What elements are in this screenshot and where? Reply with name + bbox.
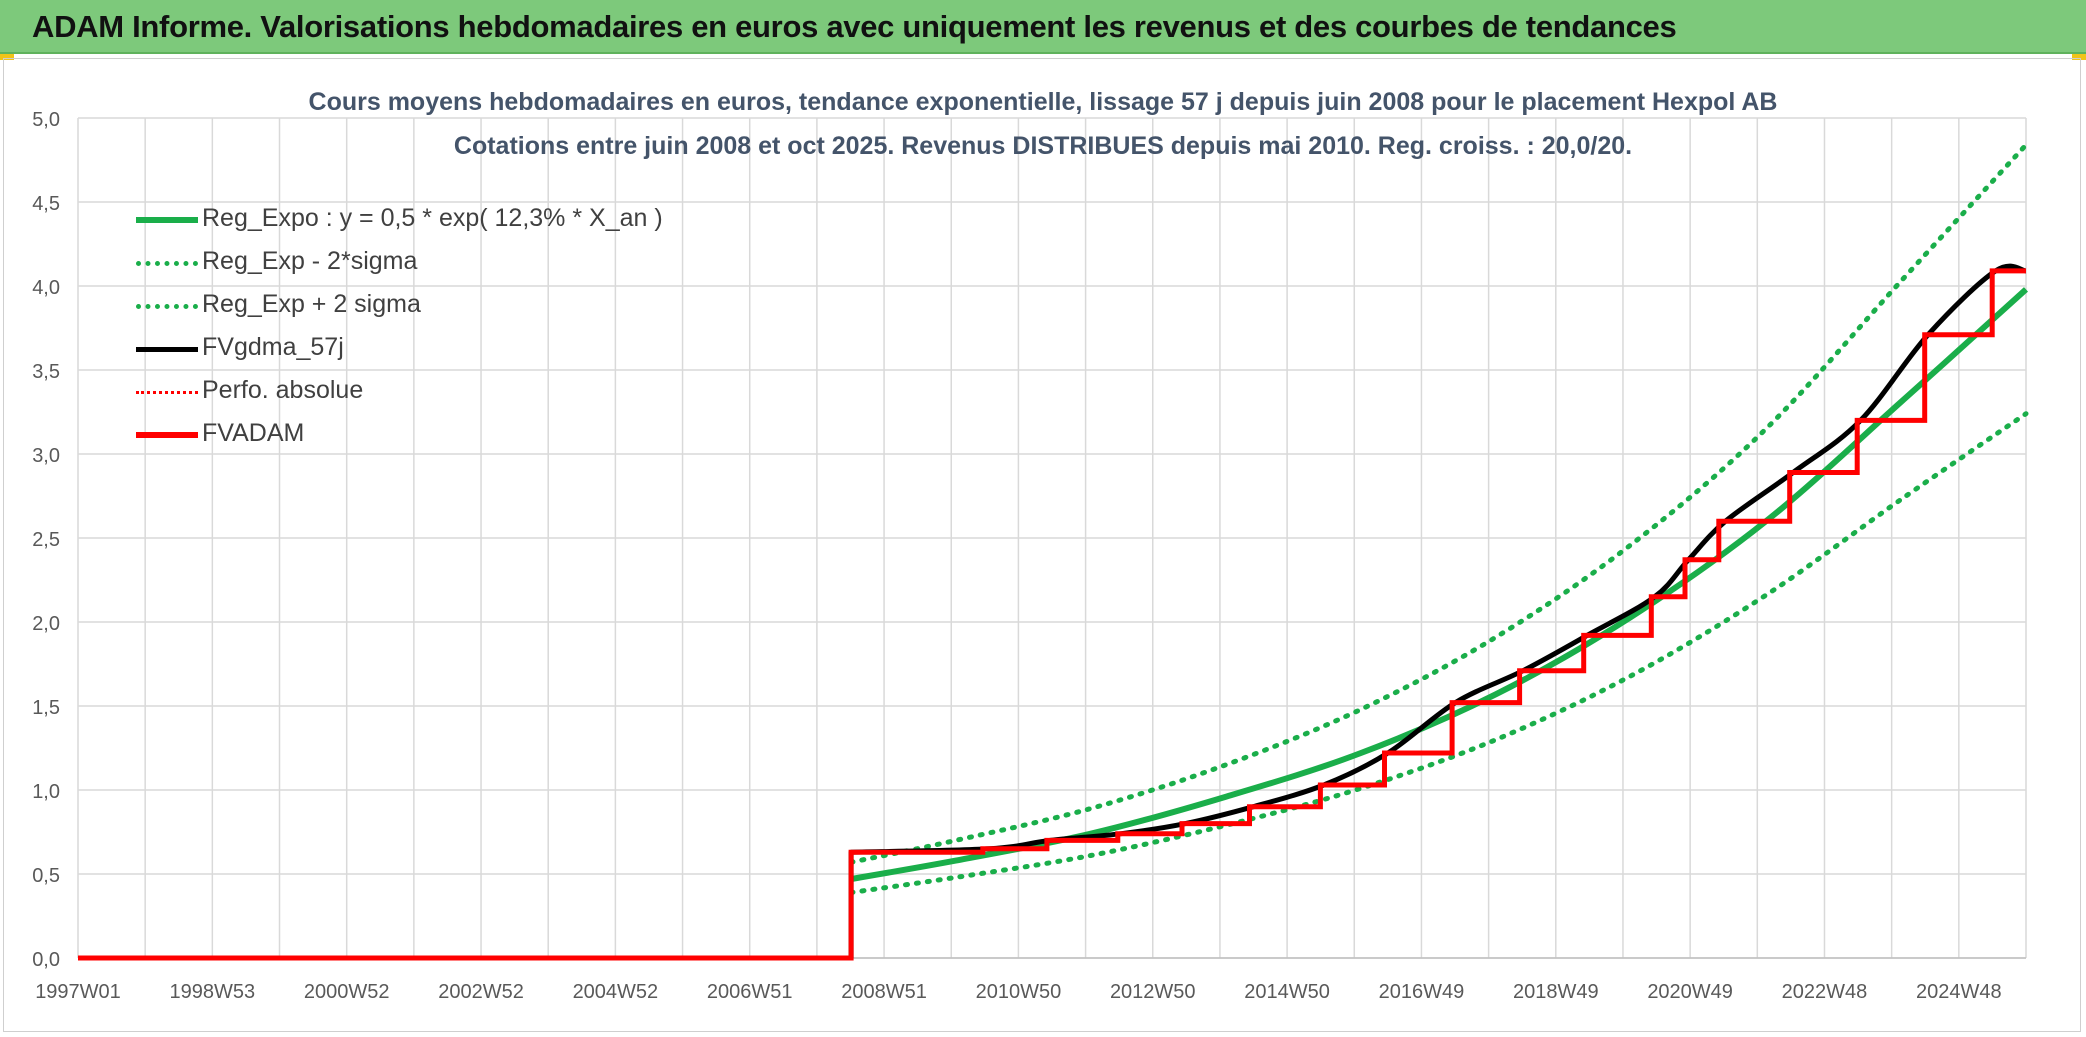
chart-title-line1: Cours moyens hebdomadaires en euros, ten… (308, 88, 1778, 116)
series-line-2 (848, 142, 2029, 865)
y-tick-label: 2,5 (32, 529, 60, 551)
legend-swatch-dotted-green (136, 261, 198, 266)
y-tick-label: 3,0 (32, 445, 60, 467)
legend-swatch-solid-black (136, 347, 198, 352)
corner-mark-left (0, 54, 14, 60)
y-tick-label: 5,0 (32, 109, 60, 131)
series-line-5 (78, 268, 2026, 961)
header-banner: ADAM Informe. Valorisations hebdomadaire… (0, 0, 2086, 54)
y-tick-label: 0,0 (32, 949, 60, 971)
corner-mark-right (2072, 54, 2086, 60)
y-tick-label: 1,5 (32, 697, 60, 719)
x-tick-label: 2016W49 (1379, 981, 1465, 1003)
legend-label: Perfo. absolue (202, 376, 364, 404)
x-tick-label: 2024W48 (1916, 981, 2002, 1003)
page-title: ADAM Informe. Valorisations hebdomadaire… (32, 9, 1677, 44)
legend-label: Reg_Exp - 2*sigma (202, 247, 418, 275)
y-tick-label: 3,5 (32, 361, 60, 383)
y-tick-label: 2,0 (32, 613, 60, 635)
chart-title-line2: Cotations entre juin 2008 et oct 2025. R… (453, 132, 1633, 160)
chart-area (3, 58, 2081, 1032)
x-tick-label: 2000W52 (304, 981, 390, 1003)
series-line-0 (850, 287, 2029, 882)
legend-label: FVgdma_57j (202, 333, 344, 361)
legend-swatch-solid-green (136, 217, 198, 223)
x-tick-label: 2022W48 (1782, 981, 1868, 1003)
y-tick-label: 1,0 (32, 781, 60, 803)
x-tick-label: 2010W50 (976, 981, 1062, 1003)
x-tick-label: 2004W52 (573, 981, 659, 1003)
x-tick-label: 2008W51 (841, 981, 927, 1003)
y-tick-label: 4,5 (32, 193, 60, 215)
legend-swatch-dotted-red (136, 391, 198, 394)
legend-label: Reg_Exp + 2 sigma (202, 290, 421, 318)
x-tick-label: 2020W49 (1647, 981, 1733, 1003)
x-tick-label: 2018W49 (1513, 981, 1599, 1003)
series-line-1 (848, 411, 2029, 895)
y-tick-label: 0,5 (32, 865, 60, 887)
x-tick-label: 2012W50 (1110, 981, 1196, 1003)
x-tick-label: 2014W50 (1244, 981, 1330, 1003)
legend-swatch-dotted-green (136, 304, 198, 309)
legend-swatch-solid-red (136, 432, 198, 438)
y-tick-label: 4,0 (32, 277, 60, 299)
x-tick-label: 2006W51 (707, 981, 793, 1003)
legend-label: Reg_Expo : y = 0,5 * exp( 12,3% * X_an ) (202, 204, 663, 232)
x-tick-label: 1998W53 (170, 981, 256, 1003)
x-tick-label: 2002W52 (438, 981, 524, 1003)
legend-label: FVADAM (202, 419, 305, 447)
x-tick-label: 1997W01 (35, 981, 121, 1003)
